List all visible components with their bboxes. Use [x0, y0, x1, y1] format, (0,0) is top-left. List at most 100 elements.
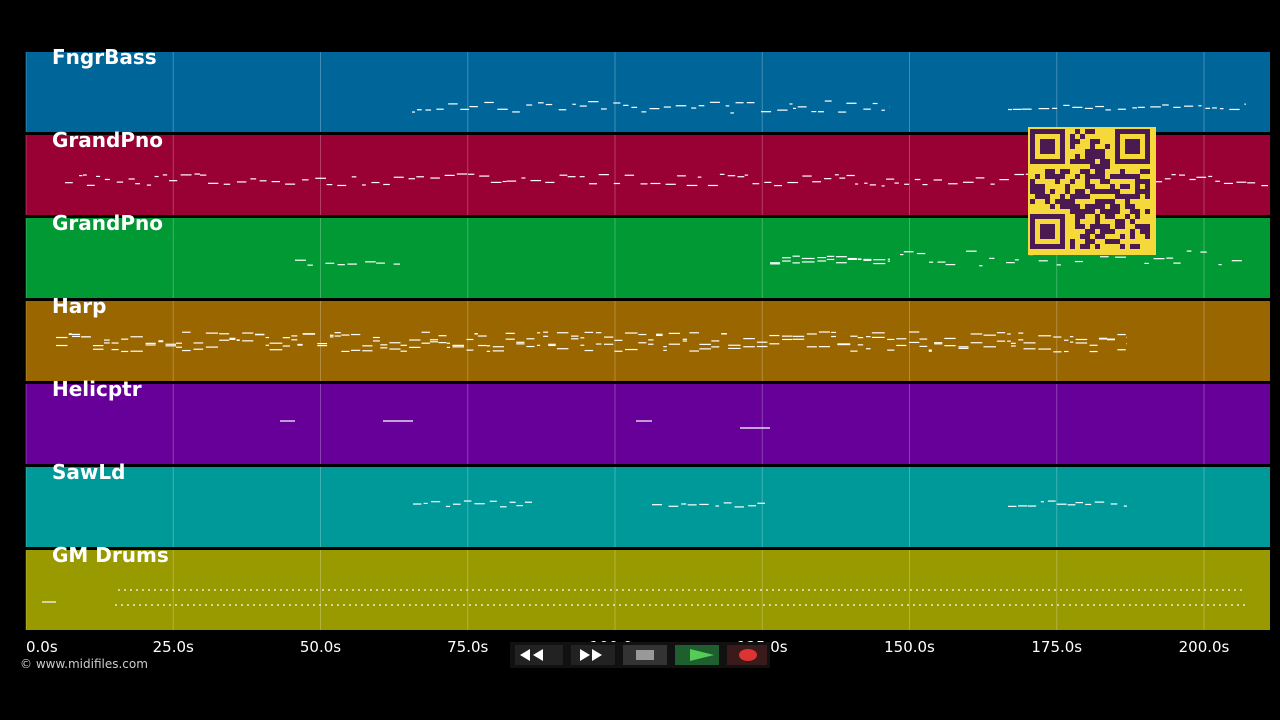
qr-module	[1100, 149, 1105, 154]
qr-finder	[1040, 139, 1055, 154]
track-name: SawLd	[52, 460, 125, 484]
qr-module	[1130, 244, 1135, 249]
qr-module	[1035, 194, 1040, 199]
qr-module	[1035, 189, 1040, 194]
qr-module	[1090, 184, 1095, 189]
qr-module	[1125, 174, 1130, 179]
qr-module	[1105, 239, 1110, 244]
copyright: © www.midifiles.com	[20, 657, 148, 671]
qr-module	[1075, 209, 1080, 214]
qr-module	[1135, 244, 1140, 249]
qr-module	[1095, 219, 1100, 224]
qr-module	[1125, 184, 1130, 189]
qr-module	[1095, 204, 1100, 209]
qr-module	[1040, 184, 1045, 189]
track-lane	[26, 301, 1270, 381]
qr-module	[1090, 224, 1095, 229]
time-tick-label: 75.0s	[447, 638, 488, 656]
qr-module	[1080, 159, 1085, 164]
qr-module	[1030, 199, 1035, 204]
qr-module	[1130, 219, 1135, 224]
qr-module	[1100, 169, 1105, 174]
qr-module	[1110, 229, 1115, 234]
qr-module	[1105, 214, 1110, 219]
qr-module	[1110, 204, 1115, 209]
qr-module	[1095, 169, 1100, 174]
qr-module	[1050, 204, 1055, 209]
forward-icon	[580, 649, 602, 661]
qr-module	[1095, 199, 1100, 204]
play-button[interactable]	[675, 645, 719, 665]
qr-module	[1145, 229, 1150, 234]
qr-module	[1030, 184, 1035, 189]
qr-module	[1125, 199, 1130, 204]
qr-module	[1100, 229, 1105, 234]
qr-module	[1045, 199, 1050, 204]
qr-module	[1090, 189, 1095, 194]
qr-module	[1145, 234, 1150, 239]
forward-button[interactable]	[571, 645, 615, 665]
track-name: FngrBass	[52, 45, 157, 69]
qr-module	[1135, 174, 1140, 179]
qr-module	[1085, 154, 1090, 159]
qr-module	[1115, 224, 1120, 229]
qr-module	[1105, 229, 1110, 234]
qr-module	[1100, 174, 1105, 179]
qr-module	[1060, 194, 1065, 199]
qr-module	[1140, 189, 1145, 194]
qr-module	[1070, 199, 1075, 204]
qr-module	[1125, 214, 1130, 219]
qr-module	[1130, 209, 1135, 214]
rewind-button[interactable]	[515, 645, 563, 665]
qr-module	[1090, 139, 1095, 144]
qr-module	[1075, 189, 1080, 194]
qr-module	[1115, 239, 1120, 244]
qr-module	[1085, 229, 1090, 234]
qr-module	[1145, 194, 1150, 199]
qr-module	[1145, 209, 1150, 214]
qr-module	[1120, 244, 1125, 249]
qr-module	[1120, 219, 1125, 224]
qr-module	[1145, 224, 1150, 229]
qr-module	[1075, 219, 1080, 224]
qr-module	[1030, 189, 1035, 194]
record-button[interactable]	[727, 645, 767, 665]
qr-module	[1135, 214, 1140, 219]
qr-module	[1090, 204, 1095, 209]
qr-module	[1070, 144, 1075, 149]
qr-module	[1145, 189, 1150, 194]
qr-module	[1120, 184, 1125, 189]
qr-module	[1130, 234, 1135, 239]
qr-module	[1105, 224, 1110, 229]
qr-module	[1100, 164, 1105, 169]
qr-module	[1090, 239, 1095, 244]
stop-icon	[636, 650, 654, 660]
qr-module	[1060, 204, 1065, 209]
qr-module	[1115, 204, 1120, 209]
track-name: GrandPno	[52, 128, 163, 152]
stop-button[interactable]	[623, 645, 667, 665]
qr-module	[1055, 199, 1060, 204]
qr-module	[1060, 199, 1065, 204]
qr-module	[1110, 209, 1115, 214]
qr-module	[1065, 199, 1070, 204]
qr-module	[1100, 234, 1105, 239]
qr-module	[1075, 194, 1080, 199]
qr-module	[1085, 184, 1090, 189]
qr-module	[1090, 164, 1095, 169]
qr-module	[1075, 159, 1080, 164]
time-tick-label: 0.0s	[26, 638, 58, 656]
qr-module	[1070, 139, 1075, 144]
qr-module	[1070, 179, 1075, 184]
qr-module	[1105, 189, 1110, 194]
qr-module	[1130, 204, 1135, 209]
rewind-icon	[520, 649, 543, 661]
qr-module	[1135, 224, 1140, 229]
qr-module	[1080, 244, 1085, 249]
qr-module	[1100, 224, 1105, 229]
qr-module	[1085, 234, 1090, 239]
track-lane	[26, 467, 1270, 547]
qr-module	[1095, 139, 1100, 144]
notes	[56, 331, 1127, 353]
